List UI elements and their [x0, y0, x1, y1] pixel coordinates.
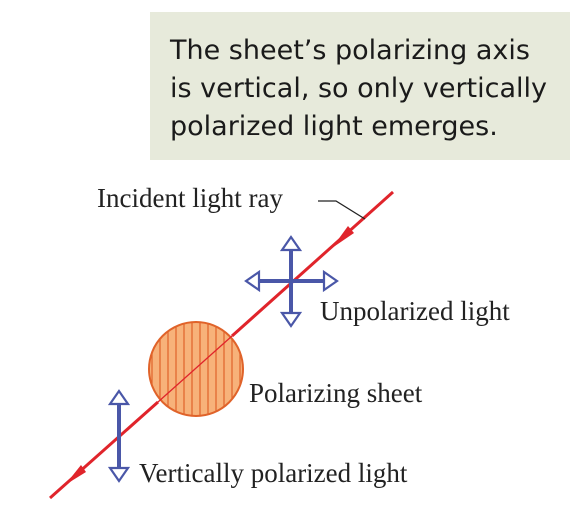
- callout-line-1: The sheet’s polarizing axis: [170, 35, 530, 66]
- incident-light-label: Incident light ray: [97, 183, 283, 213]
- unpolarized-light-label: Unpolarized light: [320, 296, 510, 326]
- callout-line-3: polarized light emerges.: [170, 111, 498, 142]
- incident-label-leader: [318, 200, 366, 220]
- callout-line-2: is vertical, so only vertically: [170, 73, 547, 104]
- polarizing-sheet: [148, 321, 244, 417]
- incident-direction-arrowhead: [332, 226, 354, 248]
- unpolarized-arrows-icon: [244, 235, 339, 328]
- emerging-direction-arrowhead: [65, 465, 86, 485]
- explanation-callout: The sheet’s polarizing axis is vertical,…: [150, 12, 570, 160]
- vertically-polarized-light-label: Vertically polarized light: [139, 458, 408, 488]
- vertical-polarization-arrow-icon: [107, 389, 131, 483]
- incident-ray-segment: [231, 190, 394, 338]
- polarizing-sheet-label: Polarizing sheet: [249, 378, 423, 408]
